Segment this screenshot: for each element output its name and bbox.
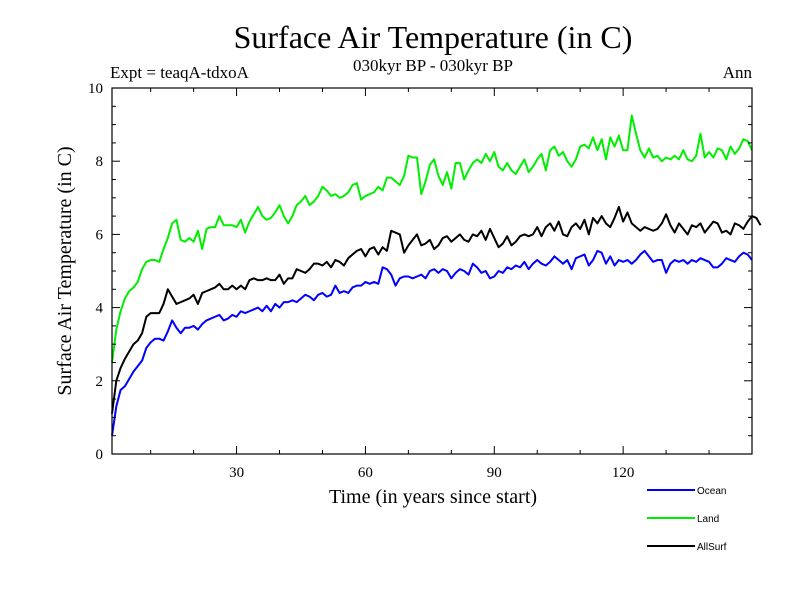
x-tick-label: 30 — [229, 465, 244, 481]
y-axis-label: Surface Air Temperature (in C) — [54, 146, 76, 395]
chart-subtitle: 030kyr BP - 030kyr BP — [353, 56, 513, 75]
plot-area — [111, 114, 762, 436]
experiment-label: Expt = teaqA-tdxoA — [110, 63, 250, 82]
y-tick-label: 10 — [88, 81, 103, 97]
legend: Ocean Land AllSurf — [647, 486, 727, 553]
series-line-ocean — [111, 249, 753, 436]
x-tick-label: 60 — [358, 465, 373, 481]
series-line-allsurf — [111, 205, 762, 414]
x-axis-label: Time (in years since start) — [329, 486, 537, 508]
period-label: Ann — [723, 63, 753, 82]
y-tick-label: 0 — [96, 447, 104, 463]
y-tick-label: 2 — [96, 374, 104, 390]
y-tick-label: 4 — [96, 301, 104, 317]
x-tick-label: 120 — [612, 465, 635, 481]
legend-label-ocean: Ocean — [697, 486, 726, 497]
axis-ticks: 0 2 4 6 8 10 30 60 90 120 — [88, 81, 752, 481]
y-tick-label: 6 — [96, 227, 104, 243]
series-line-land — [111, 114, 753, 363]
legend-label-land: Land — [697, 514, 719, 525]
chart-title: Surface Air Temperature (in C) — [234, 19, 633, 55]
y-tick-label: 8 — [96, 154, 104, 170]
x-tick-label: 90 — [487, 465, 502, 481]
legend-label-allsurf: AllSurf — [697, 542, 727, 553]
